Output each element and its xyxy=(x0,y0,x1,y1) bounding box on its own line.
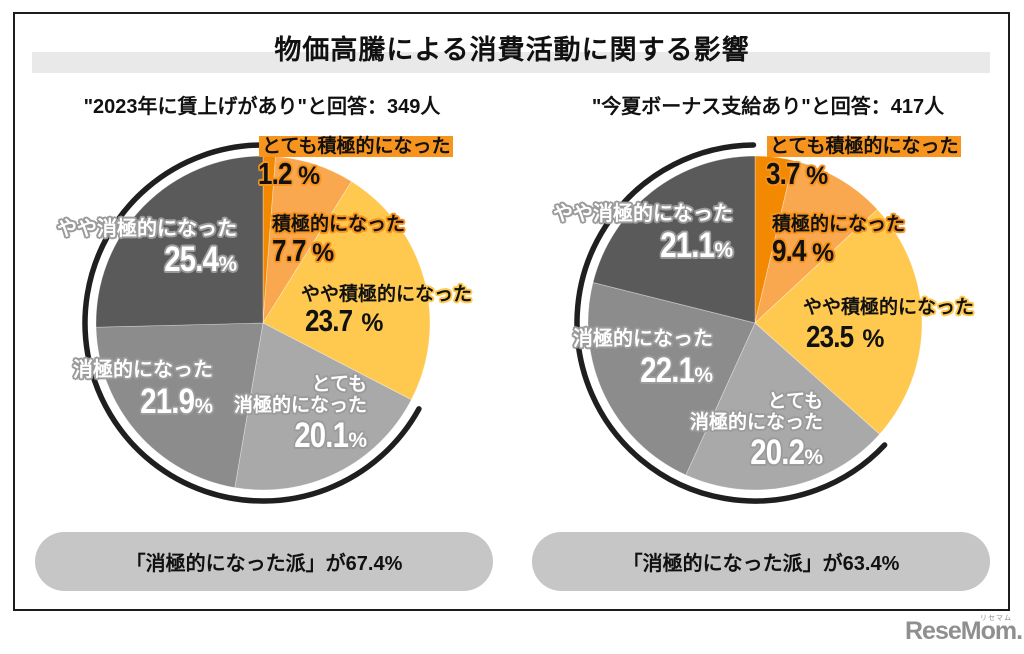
slice-label-negative: 消極的になった xyxy=(73,359,213,381)
slice-pct-positive: 7.7% xyxy=(272,233,335,268)
slice-label-very-positive: とても積極的になった xyxy=(767,136,962,157)
page-title: 物価高騰による消費活動に関する影響 xyxy=(274,35,750,65)
summary-text: 「消極的になった派」が67.4% xyxy=(125,553,403,575)
slice-label-somewhat-positive: やや積極的になった xyxy=(301,284,473,305)
slice-pct-very-positive: 1.2% xyxy=(258,156,321,191)
pie-slice xyxy=(592,155,756,324)
pie-slice xyxy=(754,155,794,324)
chart-subtitle: "今夏ボーナス支給あり"と回答：417人 xyxy=(591,96,945,118)
slice-pct-very-positive: 3.7% xyxy=(766,156,829,191)
pie-slice xyxy=(754,160,878,325)
slice-pct-very-negative: 20.2% xyxy=(750,433,823,472)
pie-slice xyxy=(754,208,923,435)
slice-label-somewhat-positive: やや積極的になった xyxy=(803,297,975,318)
logo-ruby: リセマム xyxy=(980,615,1013,622)
slice-label-negative: 消極的になった xyxy=(573,328,713,350)
slice-label-somewhat-negative: やや消極的になった xyxy=(553,203,733,225)
pie-slice xyxy=(587,282,756,476)
pie-chart xyxy=(574,142,923,504)
negative-group-arc xyxy=(574,142,888,504)
title-band xyxy=(32,52,990,73)
pie-slice xyxy=(95,155,264,328)
pie-slice xyxy=(685,322,881,491)
slice-label-somewhat-negative: やや消極的になった xyxy=(57,218,237,240)
slice-label-positive: 積極的になった xyxy=(272,214,406,235)
pie-chart xyxy=(82,142,431,504)
slice-pct-somewhat-positive: 23.7% xyxy=(305,303,384,338)
negative-group-arc xyxy=(82,142,422,504)
chart-panel-wage-raise: "2023年に賃上げがあり"と回答：349人 とても積極的になった 1.2% 積… xyxy=(33,85,491,555)
pie-slice xyxy=(234,322,412,491)
slice-label-positive: 積極的になった xyxy=(772,214,906,235)
slice-label-very-positive: とても積極的になった xyxy=(259,136,454,157)
pie-slice xyxy=(95,322,264,489)
slice-pct-positive: 9.4% xyxy=(772,233,835,268)
summary-pill: 「消極的になった派」が63.4% xyxy=(532,532,990,591)
slice-pct-somewhat-negative: 25.4% xyxy=(164,240,237,279)
logo-text: ReseMom. xyxy=(905,617,1023,645)
slice-label-very-negative: とても 消極的になった 20.2% xyxy=(525,391,823,475)
slice-pct-negative: 21.9% xyxy=(140,382,213,421)
slice-pct-very-negative: 20.1% xyxy=(294,416,367,455)
pie-slice xyxy=(262,180,431,401)
slice-label-very-negative: とても 消極的になった 20.1% xyxy=(33,374,367,458)
chart-panel-summer-bonus: "今夏ボーナス支給あり"と回答：417人 とても積極的になった 3.7% 積極的… xyxy=(525,85,983,555)
slice-pct-somewhat-negative: 21.1% xyxy=(660,226,733,265)
chart-subtitle: "2023年に賃上げがあり"と回答：349人 xyxy=(83,96,441,118)
summary-text: 「消極的になった派」が63.4% xyxy=(622,553,900,575)
summary-pill: 「消極的になった派」が67.4% xyxy=(35,532,493,591)
slice-pct-somewhat-positive: 23.5% xyxy=(806,319,885,354)
slice-pct-negative: 22.1% xyxy=(640,351,713,390)
resemom-logo: リセマム ReseMom. xyxy=(905,615,1023,646)
